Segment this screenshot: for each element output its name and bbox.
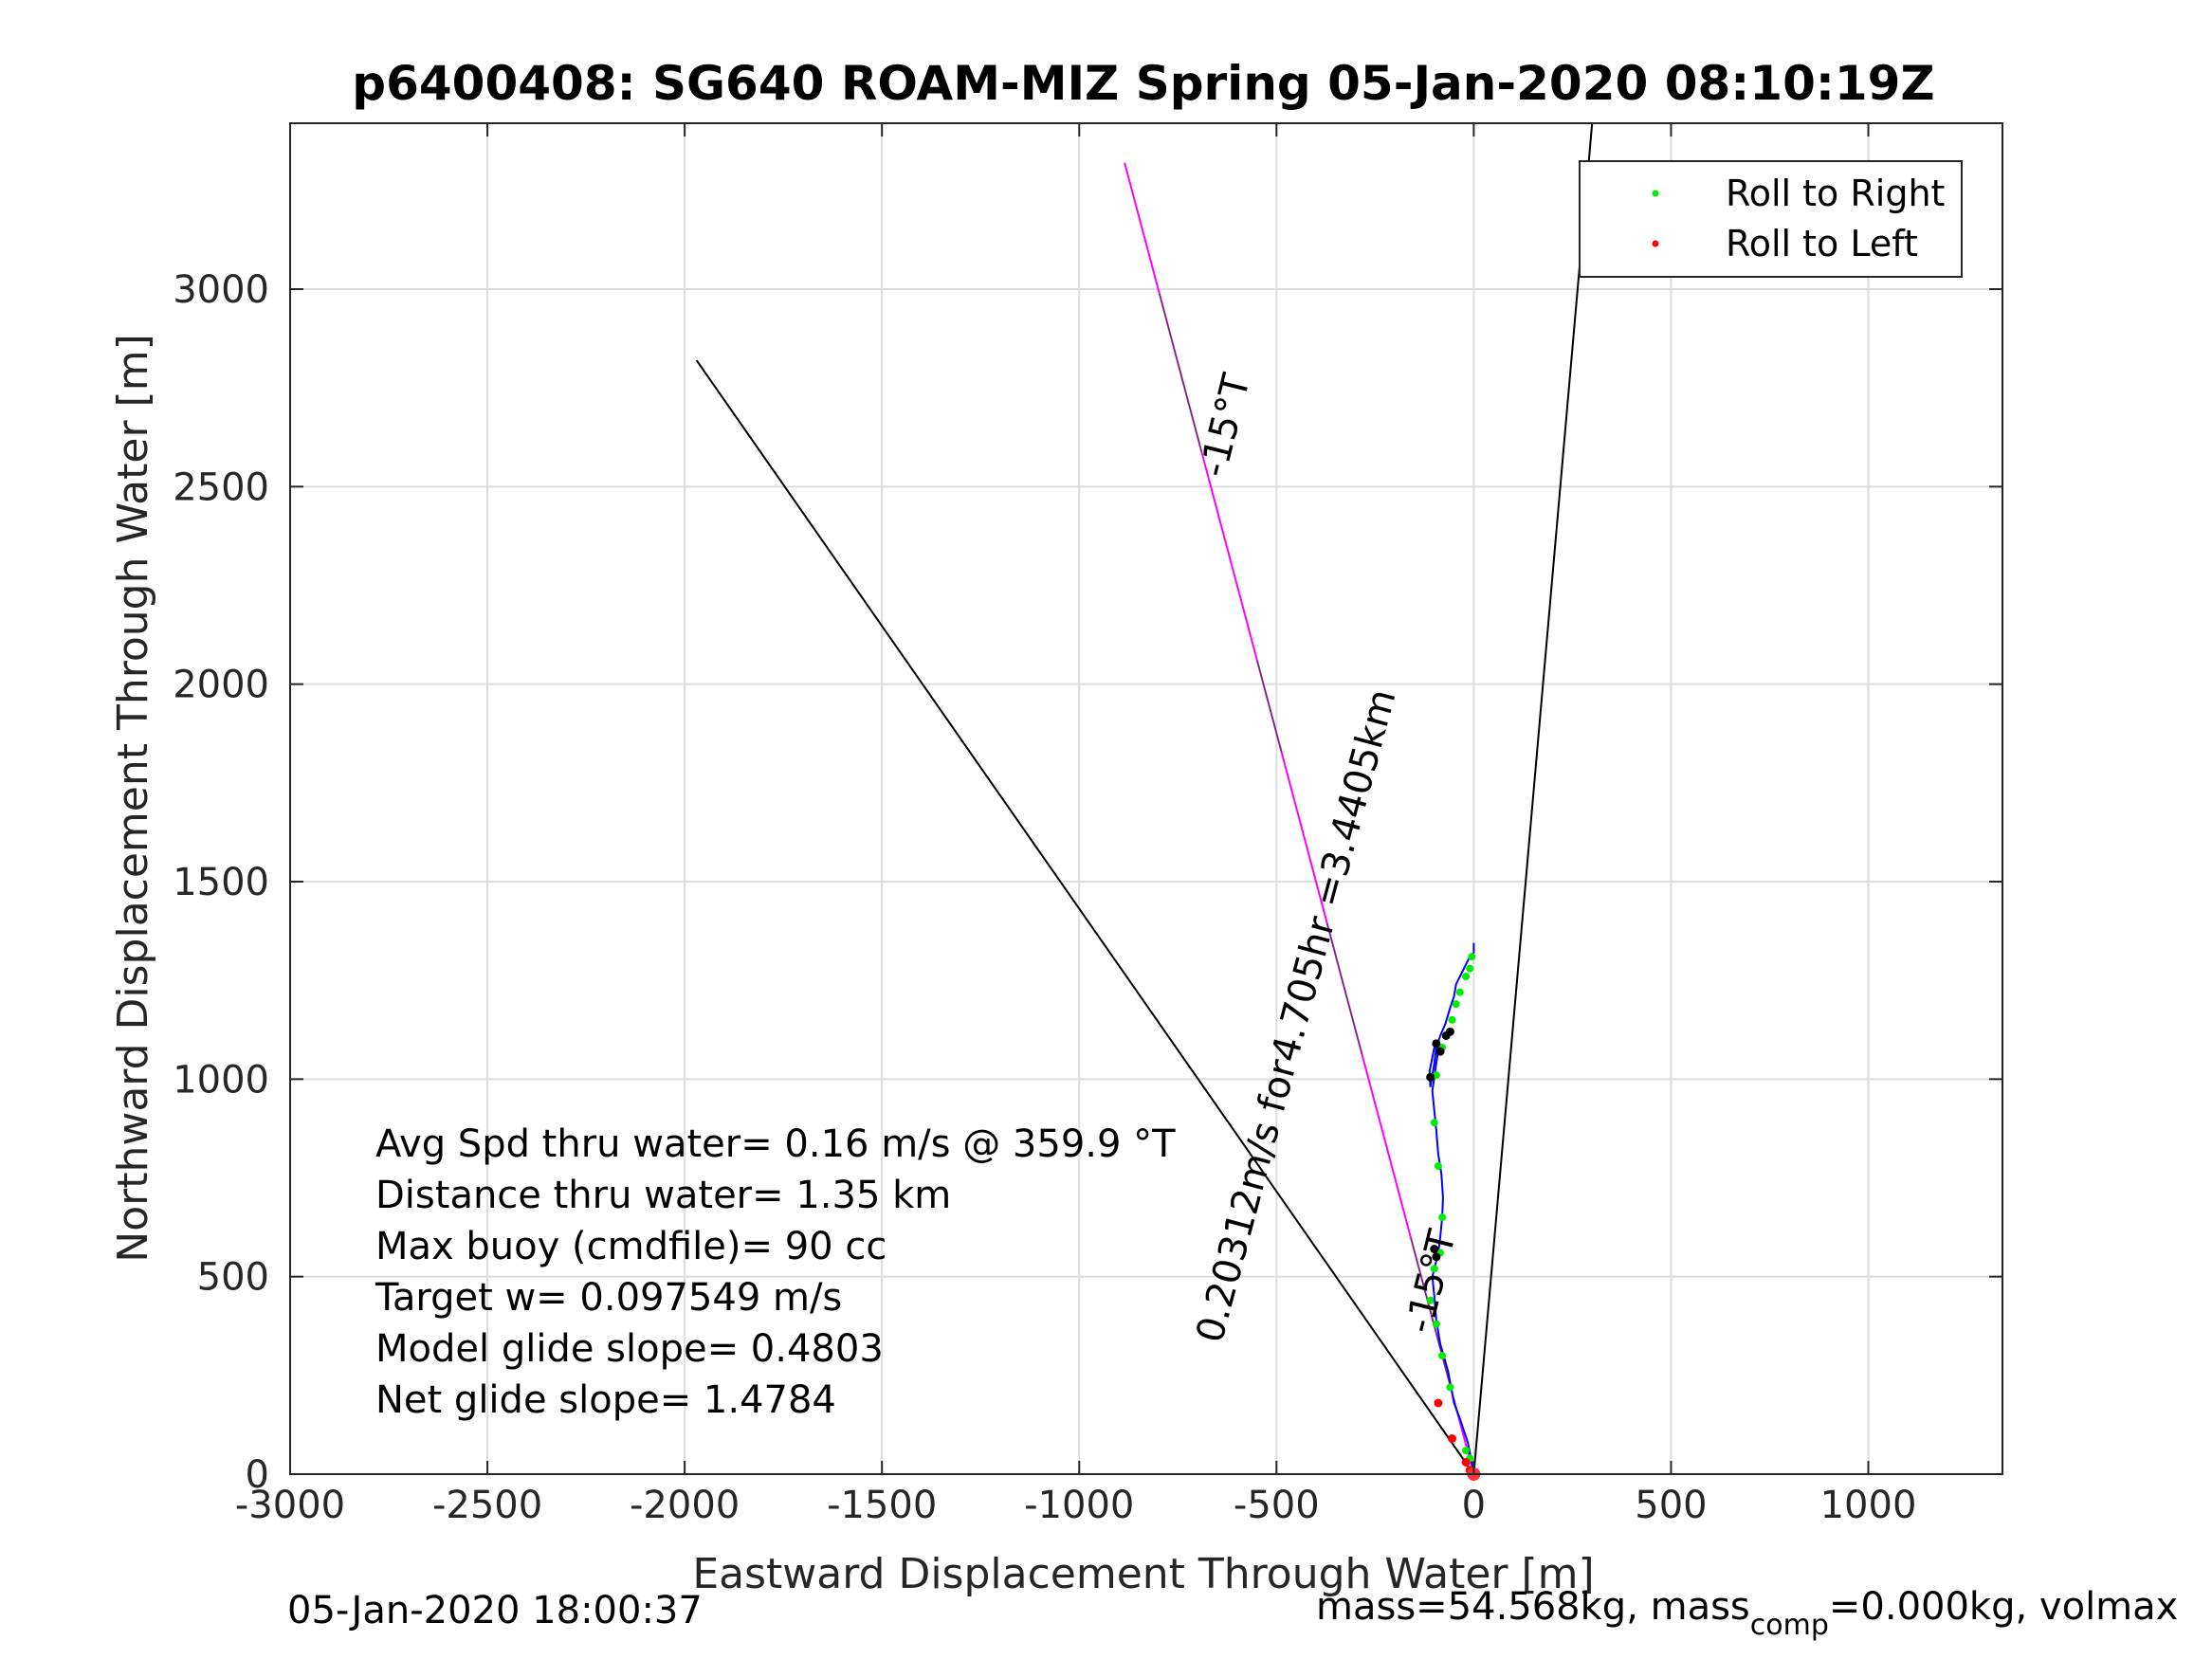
y-tick-label: 0: [246, 1453, 269, 1497]
roll-right-point: [1462, 973, 1471, 980]
plot-frame: [289, 122, 2003, 1475]
x-tick-label: -500: [1234, 1484, 1320, 1527]
x-tick-label: -2500: [432, 1484, 542, 1527]
y-tick-label: 1500: [173, 861, 269, 904]
roll-right-point: [1446, 1383, 1454, 1392]
legend-box: [1579, 160, 1963, 278]
roll-right-point: [1438, 1213, 1447, 1222]
roll-right-point: [1455, 988, 1464, 996]
legend-marker-roll-right: [1652, 190, 1659, 197]
x-tick-label: 0: [1462, 1484, 1486, 1527]
marker-point: [1426, 1072, 1435, 1082]
roll-left-point: [1461, 1458, 1471, 1467]
footer-timestamp: 05-Jan-2020 18:00:37: [287, 1589, 703, 1632]
stats-target-w: Target w= 0.097549 m/s: [375, 1276, 842, 1320]
roll-right-point: [1426, 1296, 1435, 1304]
x-tick-label: -2000: [630, 1484, 740, 1527]
current-line-overlay: [1159, 293, 1202, 452]
roll-right-point: [1466, 964, 1474, 973]
reference-lines: [695, 122, 1594, 1475]
footer-mass-text: mass=54.568kg, mass: [1316, 1585, 1750, 1629]
y-tick-label: 2000: [173, 664, 269, 707]
y-tick-label: 2500: [173, 465, 269, 509]
marker-point: [1445, 1027, 1454, 1036]
current-line-overlay: [1326, 922, 1363, 1055]
stats-avg-speed: Avg Spd thru water= 0.16 m/s @ 359.9 °T: [375, 1122, 1176, 1166]
legend-label-roll-right: Roll to Right: [1726, 173, 1945, 214]
footer-mass: mass=54.568kg, masscomp=0.000kg, volmax: [1316, 1585, 2178, 1642]
roll-left-point: [1434, 1398, 1443, 1408]
footer-mass-sub: comp: [1750, 1609, 1829, 1642]
grid: [289, 123, 2002, 1475]
legend-label-roll-left: Roll to Left: [1726, 223, 1918, 264]
roll-right-point: [1452, 1000, 1460, 1009]
roll-right-point: [1468, 953, 1476, 961]
current-line-overlay: [1256, 661, 1283, 754]
roll-right-point: [1434, 1162, 1442, 1170]
data-series: [1426, 942, 1481, 1481]
y-axis-label: Northward Displacement Through Water [m]: [109, 334, 157, 1262]
stats-distance: Distance thru water= 1.35 km: [375, 1174, 951, 1217]
tick-labels: -3000 -2500 -2000 -1500 -1000 -500 0 500 1000 0 50…: [173, 268, 1916, 1527]
roll-right-point: [1438, 1352, 1447, 1359]
current-label: 0.20312m/s for4.705hr =3.4405km: [1188, 684, 1404, 1347]
roll-right-point: [1432, 1320, 1440, 1328]
legend: Roll to Right Roll to Left: [1579, 160, 1963, 278]
chart-title: p6400408: SG640 ROAM-MIZ Spring 05-Jan-2…: [352, 56, 1934, 111]
heading-line: [695, 359, 1475, 1475]
legend-marker-roll-left: [1652, 240, 1659, 247]
y-tick-label: 3000: [173, 268, 269, 312]
marker-point: [1430, 1245, 1439, 1253]
marker-point: [1432, 1252, 1441, 1262]
x-tick-label: 500: [1635, 1484, 1707, 1527]
roll-right-point: [1462, 1447, 1471, 1454]
marker-point: [1435, 1047, 1445, 1056]
roll-right-point: [1448, 1015, 1456, 1024]
footer-mass-rest: =0.000kg, volmax: [1829, 1585, 2178, 1629]
stats-model-glide: Model glide slope= 0.4803: [375, 1327, 884, 1371]
roll-right-point: [1430, 1119, 1438, 1127]
heading-label-upper: -15°T: [1192, 369, 1259, 481]
stats-net-glide: Net glide slope= 1.4784: [375, 1378, 836, 1422]
roll-left-point: [1448, 1434, 1456, 1443]
stats-block: Avg Spd thru water= 0.16 m/s @ 359.9 °T …: [375, 1122, 1176, 1422]
target-line: [1472, 122, 1594, 1475]
tick-marks: [289, 123, 2002, 1475]
x-tick-label: -1000: [1024, 1484, 1134, 1527]
y-tick-label: 500: [197, 1256, 269, 1300]
x-tick-label: 1000: [1820, 1484, 1917, 1527]
marker-point: [1432, 1039, 1441, 1048]
x-axis-label: Eastward Displacement Through Water [m]: [692, 1550, 1594, 1598]
x-tick-label: -3000: [235, 1484, 345, 1527]
roll-right-point: [1430, 1265, 1438, 1273]
x-tick-label: -1500: [827, 1484, 937, 1527]
stats-max-buoy: Max buoy (cmdfile)= 90 cc: [375, 1225, 887, 1268]
heading-label-lower: -15°T: [1398, 1225, 1465, 1337]
y-tick-label: 1000: [173, 1058, 269, 1102]
